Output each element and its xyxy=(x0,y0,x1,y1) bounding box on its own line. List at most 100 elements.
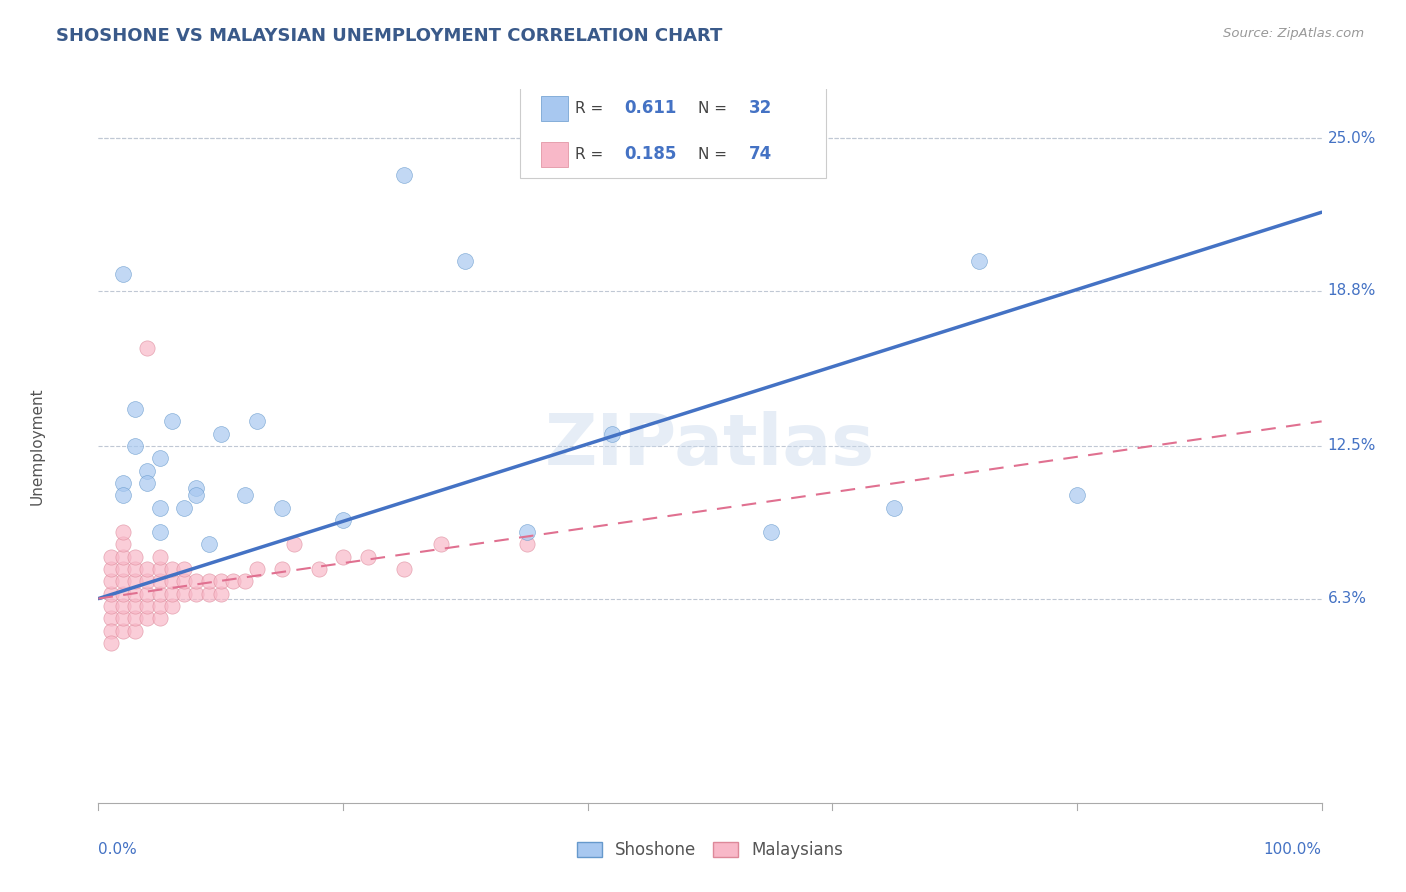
Text: 100.0%: 100.0% xyxy=(1264,842,1322,857)
Point xyxy=(100,611,122,625)
Point xyxy=(967,254,990,268)
Point xyxy=(136,464,159,478)
Point xyxy=(124,587,146,601)
Point xyxy=(233,488,256,502)
Point xyxy=(222,574,245,589)
Point xyxy=(883,500,905,515)
Text: 0.0%: 0.0% xyxy=(98,842,138,857)
Legend: Shoshone, Malaysians: Shoshone, Malaysians xyxy=(571,835,849,866)
Point xyxy=(111,611,134,625)
Point xyxy=(111,562,134,576)
Point xyxy=(246,562,269,576)
Point xyxy=(149,599,172,613)
FancyBboxPatch shape xyxy=(520,78,827,178)
Point xyxy=(209,587,232,601)
Point xyxy=(173,587,195,601)
Point xyxy=(160,587,183,601)
Point xyxy=(454,254,477,268)
Point xyxy=(136,341,159,355)
Point xyxy=(600,426,623,441)
Text: N =: N = xyxy=(697,147,731,162)
Point xyxy=(124,611,146,625)
Point xyxy=(124,439,146,453)
Text: SHOSHONE VS MALAYSIAN UNEMPLOYMENT CORRELATION CHART: SHOSHONE VS MALAYSIAN UNEMPLOYMENT CORRE… xyxy=(56,27,723,45)
Point xyxy=(111,549,134,564)
Point xyxy=(160,599,183,613)
Text: Source: ZipAtlas.com: Source: ZipAtlas.com xyxy=(1223,27,1364,40)
Point xyxy=(160,574,183,589)
Point xyxy=(186,574,208,589)
Point xyxy=(149,525,172,540)
Point xyxy=(173,562,195,576)
Point xyxy=(1066,488,1088,502)
Point xyxy=(136,611,159,625)
Text: R =: R = xyxy=(575,147,609,162)
Point xyxy=(124,624,146,638)
Point xyxy=(332,549,354,564)
Point xyxy=(173,500,195,515)
Point xyxy=(186,587,208,601)
Text: 18.8%: 18.8% xyxy=(1327,284,1376,299)
Point xyxy=(124,599,146,613)
Point xyxy=(124,402,146,417)
Point xyxy=(124,574,146,589)
Point xyxy=(111,488,134,502)
Text: 74: 74 xyxy=(749,145,772,163)
Point xyxy=(332,513,354,527)
Text: 0.185: 0.185 xyxy=(624,145,676,163)
Point xyxy=(186,481,208,495)
Point xyxy=(136,562,159,576)
Text: Unemployment: Unemployment xyxy=(30,387,45,505)
Point xyxy=(430,537,453,551)
Point xyxy=(209,574,232,589)
Point xyxy=(356,549,378,564)
Point xyxy=(149,549,172,564)
Point xyxy=(111,267,134,281)
Point xyxy=(392,169,416,183)
Point xyxy=(270,500,294,515)
Point xyxy=(197,537,219,551)
Point xyxy=(149,562,172,576)
Point xyxy=(209,426,232,441)
Text: N =: N = xyxy=(697,101,731,116)
Point xyxy=(186,488,208,502)
Point xyxy=(111,525,134,540)
Point xyxy=(100,599,122,613)
Point xyxy=(100,549,122,564)
Text: 32: 32 xyxy=(749,99,772,117)
Point xyxy=(516,537,538,551)
Point xyxy=(233,574,256,589)
Point xyxy=(149,500,172,515)
Point xyxy=(308,562,330,576)
Point xyxy=(136,599,159,613)
Point xyxy=(136,475,159,490)
Point xyxy=(111,624,134,638)
Point xyxy=(136,574,159,589)
FancyBboxPatch shape xyxy=(541,95,568,120)
Point xyxy=(392,562,416,576)
Point xyxy=(160,414,183,428)
Point xyxy=(197,574,219,589)
Point xyxy=(124,562,146,576)
Point xyxy=(270,562,294,576)
Text: 12.5%: 12.5% xyxy=(1327,439,1376,453)
Point xyxy=(516,525,538,540)
Point xyxy=(761,525,783,540)
Point xyxy=(136,587,159,601)
Text: R =: R = xyxy=(575,101,609,116)
Point xyxy=(100,562,122,576)
Point xyxy=(111,574,134,589)
Point xyxy=(173,574,195,589)
Text: 25.0%: 25.0% xyxy=(1327,131,1376,146)
Point xyxy=(100,636,122,650)
FancyBboxPatch shape xyxy=(541,142,568,167)
Point xyxy=(283,537,305,551)
Point xyxy=(246,414,269,428)
Point xyxy=(111,475,134,490)
Point xyxy=(111,537,134,551)
Point xyxy=(111,599,134,613)
Text: 0.611: 0.611 xyxy=(624,99,676,117)
Point xyxy=(149,587,172,601)
Point xyxy=(100,587,122,601)
Point xyxy=(197,587,219,601)
